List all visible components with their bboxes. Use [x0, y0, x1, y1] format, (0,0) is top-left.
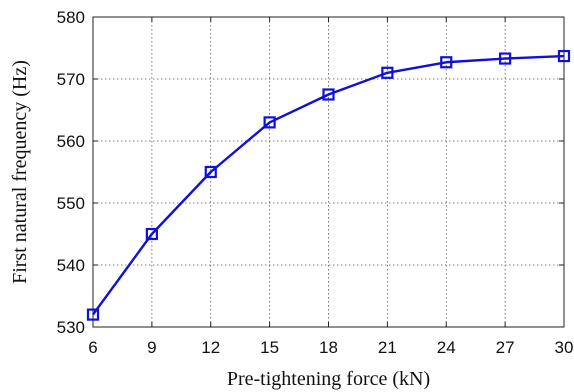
x-tick-label: 6 [88, 338, 97, 357]
y-tick-label: 580 [57, 8, 85, 27]
x-tick-labels: 6 9 12 15 18 21 24 27 30 [88, 338, 573, 357]
y-axis-label: First natural frequency (Hz) [9, 60, 31, 284]
y-tick-label: 560 [57, 132, 85, 151]
data-point-marker [263, 116, 276, 129]
x-tick-label: 18 [319, 338, 338, 357]
data-point-marker [322, 88, 335, 101]
x-tick-label: 27 [496, 338, 515, 357]
data-point-marker [557, 49, 571, 63]
y-tick-label: 540 [57, 256, 85, 275]
x-tick-label: 24 [437, 338, 456, 357]
x-tick-label: 30 [555, 338, 574, 357]
y-tick-label: 570 [57, 70, 85, 89]
x-axis-label: Pre-tightening force (kN) [227, 368, 430, 390]
data-point-marker [440, 56, 453, 69]
axis-ticks [92, 16, 565, 328]
y-tick-label: 550 [57, 194, 85, 213]
data-point-marker [381, 66, 394, 79]
grid [93, 17, 564, 327]
y-tick-label: 530 [57, 318, 85, 337]
x-tick-label: 15 [260, 338, 279, 357]
series-line [92, 54, 565, 316]
x-tick-label: 9 [147, 338, 156, 357]
data-point-marker [145, 227, 158, 241]
data-point-marker [86, 308, 100, 321]
data-point-marker [499, 52, 512, 65]
x-tick-label: 21 [378, 338, 397, 357]
x-tick-label: 12 [201, 338, 220, 357]
plot-frame [92, 16, 565, 328]
series-layer [86, 49, 571, 321]
y-tick-labels: 530 540 550 560 570 580 [57, 8, 85, 337]
data-point-marker [204, 165, 217, 179]
